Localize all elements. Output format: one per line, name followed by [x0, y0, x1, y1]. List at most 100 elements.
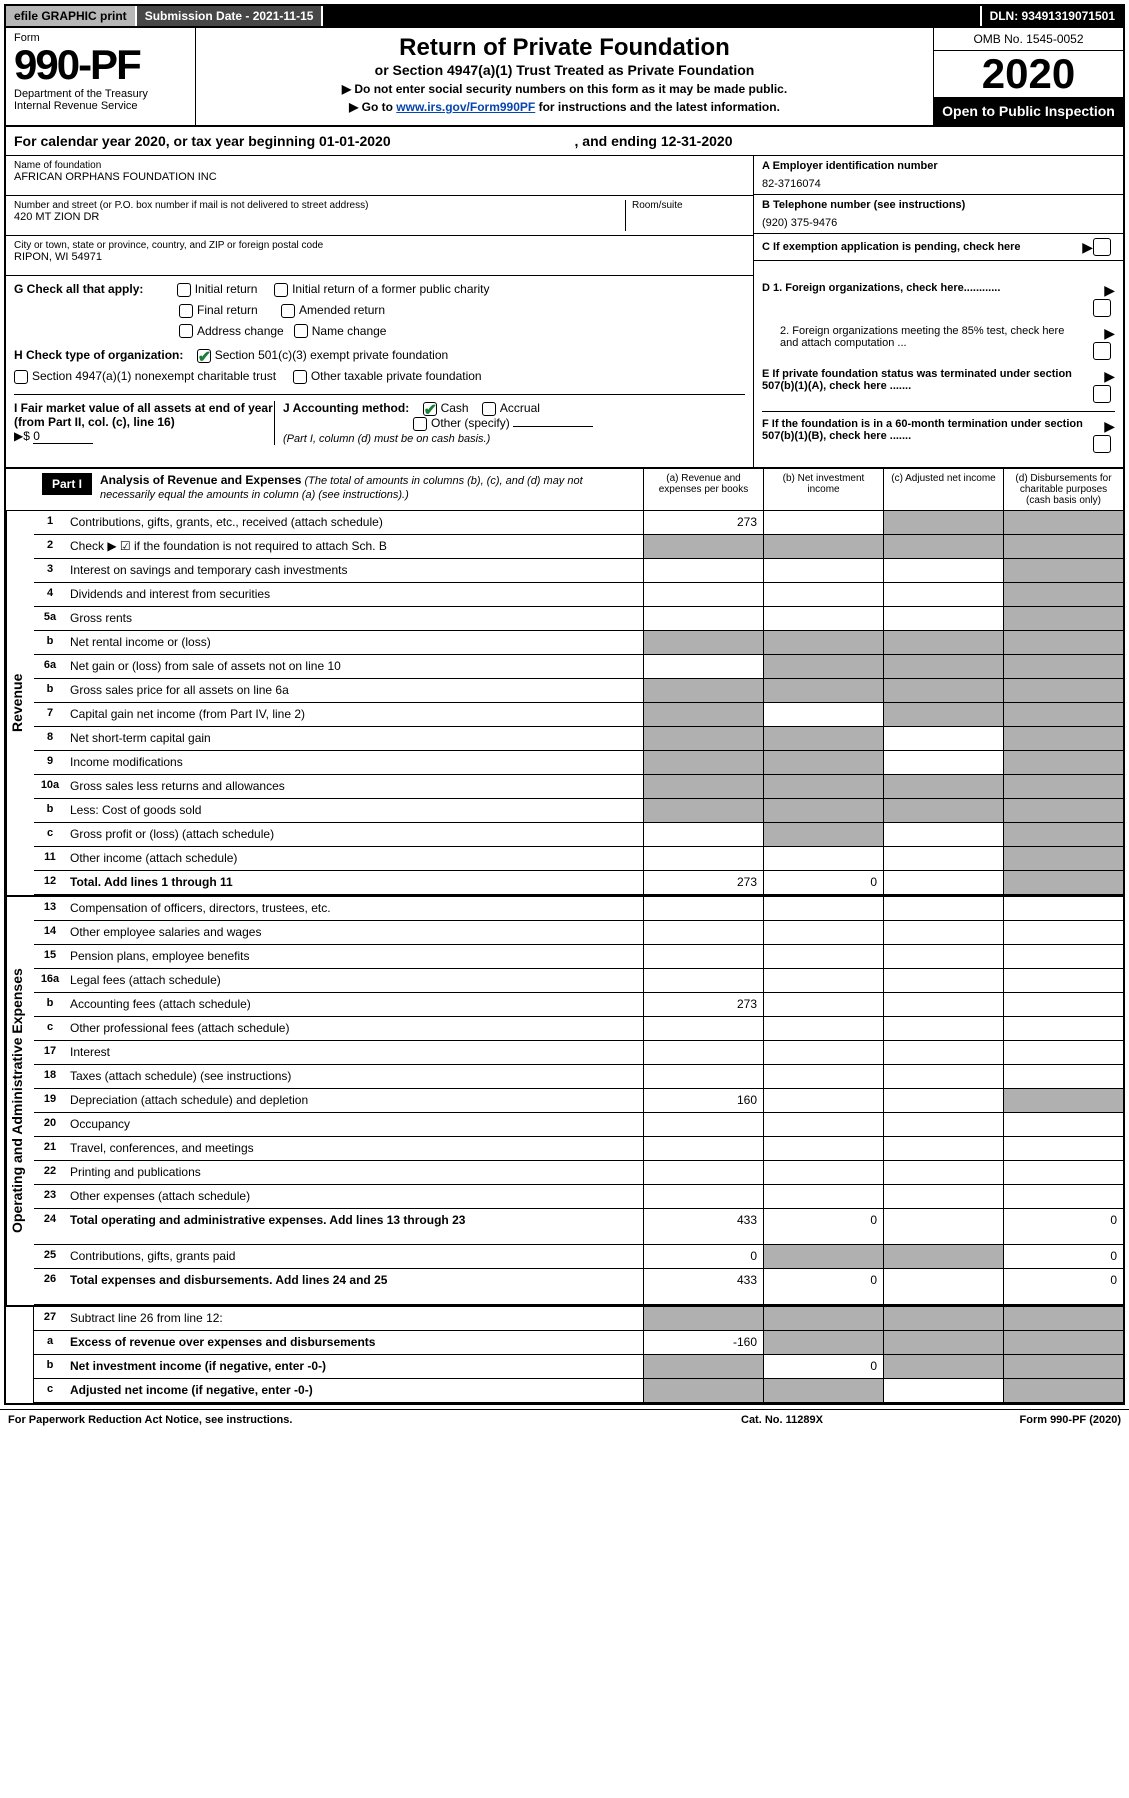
phone-row: B Telephone number (see instructions) (9… — [754, 195, 1123, 234]
expenses-sidelabel: Operating and Administrative Expenses — [6, 897, 34, 1305]
table-row: 6aNet gain or (loss) from sale of assets… — [34, 655, 1123, 679]
table-row: 4Dividends and interest from securities — [34, 583, 1123, 607]
value-cell — [763, 945, 883, 968]
f-label: F If the foundation is in a 60-month ter… — [762, 418, 1085, 442]
value-cell — [643, 655, 763, 678]
value-cell — [1003, 655, 1123, 678]
value-cell — [763, 655, 883, 678]
j-cash-checkbox[interactable] — [423, 402, 437, 416]
row-description: Other employee salaries and wages — [66, 921, 643, 944]
g-final-checkbox[interactable] — [179, 304, 193, 318]
table-row: bAccounting fees (attach schedule)273 — [34, 993, 1123, 1017]
value-cell — [763, 969, 883, 992]
arrow-icon: ▶ — [1082, 239, 1093, 256]
g-address-checkbox[interactable] — [179, 324, 193, 338]
part1-badge: Part I — [42, 473, 92, 495]
efile-label[interactable]: efile GRAPHIC print — [6, 6, 137, 26]
value-cell — [883, 1113, 1003, 1136]
h-4947-checkbox[interactable] — [14, 370, 28, 384]
value-cell — [763, 1161, 883, 1184]
value-cell — [1003, 1113, 1123, 1136]
header-center: Return of Private Foundation or Section … — [196, 28, 933, 125]
g-initial-former-checkbox[interactable] — [274, 283, 288, 297]
row-number: 4 — [34, 583, 66, 606]
value-cell — [1003, 1355, 1123, 1378]
value-cell — [763, 1379, 883, 1402]
col-b-header: (b) Net investment income — [763, 469, 883, 510]
h-opt1: Section 501(c)(3) exempt private foundat… — [215, 348, 448, 362]
value-cell — [883, 703, 1003, 726]
value-cell — [1003, 921, 1123, 944]
value-cell — [643, 631, 763, 654]
value-cell — [763, 1065, 883, 1088]
open-public-label: Open to Public Inspection — [934, 97, 1123, 125]
value-cell — [763, 511, 883, 534]
row-description: Gross profit or (loss) (attach schedule) — [66, 823, 643, 846]
g-name-checkbox[interactable] — [294, 324, 308, 338]
table-row: 21Travel, conferences, and meetings — [34, 1137, 1123, 1161]
row-description: Pension plans, employee benefits — [66, 945, 643, 968]
value-cell — [1003, 799, 1123, 822]
row-description: Gross sales price for all assets on line… — [66, 679, 643, 702]
row-number: 18 — [34, 1065, 66, 1088]
value-cell — [763, 847, 883, 870]
value-cell — [1003, 511, 1123, 534]
value-cell — [883, 679, 1003, 702]
d2-checkbox[interactable] — [1093, 342, 1111, 360]
arrow-icon: ▶ — [1104, 368, 1115, 384]
row-number: 11 — [34, 847, 66, 870]
row-description: Excess of revenue over expenses and disb… — [66, 1331, 643, 1354]
c-label: C If exemption application is pending, c… — [762, 241, 1082, 253]
table-row: 24Total operating and administrative exp… — [34, 1209, 1123, 1245]
c-checkbox[interactable] — [1093, 238, 1111, 256]
e-checkbox[interactable] — [1093, 385, 1111, 403]
value-cell — [763, 1185, 883, 1208]
table-row: 16aLegal fees (attach schedule) — [34, 969, 1123, 993]
table-row: aExcess of revenue over expenses and dis… — [34, 1331, 1123, 1355]
value-cell — [1003, 823, 1123, 846]
irs-link[interactable]: www.irs.gov/Form990PF — [396, 100, 535, 114]
name-label: Name of foundation — [14, 160, 745, 171]
h-501c3-checkbox[interactable] — [197, 349, 211, 363]
d2-label: 2. Foreign organizations meeting the 85%… — [762, 325, 1085, 349]
value-cell — [883, 823, 1003, 846]
j-other-checkbox[interactable] — [413, 417, 427, 431]
phone-label: B Telephone number (see instructions) — [762, 199, 1115, 211]
d1-checkbox[interactable] — [1093, 299, 1111, 317]
i-prefix: ▶$ — [14, 429, 33, 443]
instruction-2: ▶ Go to www.irs.gov/Form990PF for instru… — [208, 100, 921, 114]
row-description: Depreciation (attach schedule) and deple… — [66, 1089, 643, 1112]
j-other: Other (specify) — [431, 416, 510, 430]
value-cell — [883, 775, 1003, 798]
table-row: 20Occupancy — [34, 1113, 1123, 1137]
h-other-checkbox[interactable] — [293, 370, 307, 384]
value-cell — [643, 1185, 763, 1208]
g-initial-checkbox[interactable] — [177, 283, 191, 297]
j-cash: Cash — [441, 401, 469, 415]
j-accrual-checkbox[interactable] — [482, 402, 496, 416]
row-number: 14 — [34, 921, 66, 944]
value-cell — [763, 559, 883, 582]
value-cell — [643, 1161, 763, 1184]
value-cell — [763, 703, 883, 726]
row-description: Gross rents — [66, 607, 643, 630]
ein-value: 82-3716074 — [762, 178, 1115, 190]
net-sidebar-blank — [6, 1307, 34, 1403]
row-number: 16a — [34, 969, 66, 992]
value-cell — [643, 535, 763, 558]
row-description: Legal fees (attach schedule) — [66, 969, 643, 992]
g-opt-1: Initial return of a former public charit… — [292, 282, 489, 296]
value-cell — [883, 921, 1003, 944]
value-cell: 0 — [763, 1355, 883, 1378]
table-row: 19Depreciation (attach schedule) and dep… — [34, 1089, 1123, 1113]
f-checkbox[interactable] — [1093, 435, 1111, 453]
g-label: G Check all that apply: — [14, 282, 143, 296]
row-description: Compensation of officers, directors, tru… — [66, 897, 643, 920]
g-amended-checkbox[interactable] — [281, 304, 295, 318]
value-cell — [763, 1017, 883, 1040]
value-cell — [643, 1017, 763, 1040]
d1-label: D 1. Foreign organizations, check here..… — [762, 282, 1085, 294]
row-description: Capital gain net income (from Part IV, l… — [66, 703, 643, 726]
row-description: Net rental income or (loss) — [66, 631, 643, 654]
table-row: 3Interest on savings and temporary cash … — [34, 559, 1123, 583]
